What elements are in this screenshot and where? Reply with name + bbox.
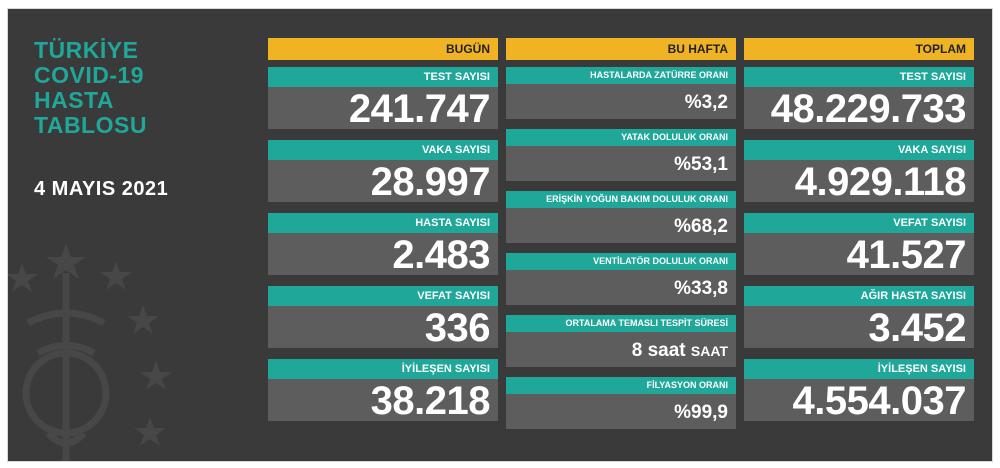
rate-value: %68,2 — [506, 208, 736, 243]
rate-value-main: 8 saat — [631, 340, 686, 361]
stat-label: AĞIR HASTA SAYISI — [744, 286, 974, 306]
covid-table-panel: TÜRKİYE COVID-19 HASTA TABLOSU 4 MAYIS 2… — [7, 8, 993, 462]
total-header: TOPLAM — [744, 38, 974, 60]
stat-label: VEFAT SAYISI — [744, 213, 974, 233]
rate-label: ORTALAMA TEMASLI TESPİT SÜRESİ — [506, 315, 736, 332]
title-line: TÜRKİYE — [34, 37, 139, 63]
stat-value: 4.554.037 — [744, 379, 974, 423]
stat-card: İYİLEŞEN SAYISI 4.554.037 — [744, 359, 974, 423]
stat-value: 28.997 — [268, 160, 498, 204]
stat-value: 38.218 — [268, 379, 498, 423]
title-line: HASTA — [34, 87, 115, 113]
stat-value: 41.527 — [744, 233, 974, 277]
stat-card: VEFAT SAYISI 336 — [268, 286, 498, 350]
stat-value: 241.747 — [268, 87, 498, 131]
stat-label: TEST SAYISI — [268, 67, 498, 87]
rate-card: HASTALARDA ZATÜRRE ORANI %3,2 — [506, 67, 736, 119]
rate-card: FİLYASYON ORANI %99,9 — [506, 377, 736, 429]
stat-label: HASTA SAYISI — [268, 213, 498, 233]
stat-label: İYİLEŞEN SAYISI — [744, 359, 974, 379]
stat-card: İYİLEŞEN SAYISI 38.218 — [268, 359, 498, 423]
stat-value: 336 — [268, 306, 498, 350]
rate-card: VENTİLATÖR DOLULUK ORANI %33,8 — [506, 253, 736, 305]
stat-label: VEFAT SAYISI — [268, 286, 498, 306]
rate-label: YATAK DOLULUK ORANI — [506, 129, 736, 146]
stat-label: İYİLEŞEN SAYISI — [268, 359, 498, 379]
page-title: TÜRKİYE COVID-19 HASTA TABLOSU — [34, 38, 147, 138]
rate-label: VENTİLATÖR DOLULUK ORANI — [506, 253, 736, 270]
stat-label: VAKA SAYISI — [744, 140, 974, 160]
rate-label: FİLYASYON ORANI — [506, 377, 736, 394]
rate-value: %99,9 — [506, 394, 736, 429]
week-header: BU HAFTA — [506, 38, 736, 60]
rate-value: 8 saat SAAT — [506, 332, 736, 367]
rate-label: ERİŞKİN YOĞUN BAKIM DOLULUK ORANI — [506, 191, 736, 208]
rate-value: %33,8 — [506, 270, 736, 305]
total-column: TOPLAM TEST SAYISI 48.229.733 VAKA SAYIS… — [744, 38, 974, 423]
rate-value: %53,1 — [506, 146, 736, 181]
stat-value: 4.929.118 — [744, 160, 974, 204]
rate-label: HASTALARDA ZATÜRRE ORANI — [506, 67, 736, 84]
ministry-emblem-icon — [8, 243, 172, 461]
rate-value-unit: SAAT — [690, 343, 728, 359]
title-line: TABLOSU — [34, 112, 147, 138]
stat-card: VEFAT SAYISI 41.527 — [744, 213, 974, 277]
stat-value: 48.229.733 — [744, 87, 974, 131]
stat-label: TEST SAYISI — [744, 67, 974, 87]
rate-card: ERİŞKİN YOĞUN BAKIM DOLULUK ORANI %68,2 — [506, 191, 736, 243]
stat-value: 3.452 — [744, 306, 974, 350]
today-header: BUGÜN — [268, 38, 498, 60]
stat-card: HASTA SAYISI 2.483 — [268, 213, 498, 277]
today-column: BUGÜN TEST SAYISI 241.747 VAKA SAYISI 28… — [268, 38, 498, 423]
week-column: BU HAFTA HASTALARDA ZATÜRRE ORANI %3,2 Y… — [506, 38, 736, 429]
stat-card: VAKA SAYISI 28.997 — [268, 140, 498, 204]
stat-value: 2.483 — [268, 233, 498, 277]
stat-label: VAKA SAYISI — [268, 140, 498, 160]
rate-value: %3,2 — [506, 84, 736, 119]
rate-card: YATAK DOLULUK ORANI %53,1 — [506, 129, 736, 181]
rate-card: ORTALAMA TEMASLI TESPİT SÜRESİ 8 saat SA… — [506, 315, 736, 367]
stat-card: VAKA SAYISI 4.929.118 — [744, 140, 974, 204]
stat-card: TEST SAYISI 48.229.733 — [744, 67, 974, 131]
title-line: COVID-19 — [34, 62, 145, 88]
stat-card: TEST SAYISI 241.747 — [268, 67, 498, 131]
report-date: 4 MAYIS 2021 — [34, 178, 169, 200]
stat-card: AĞIR HASTA SAYISI 3.452 — [744, 286, 974, 350]
